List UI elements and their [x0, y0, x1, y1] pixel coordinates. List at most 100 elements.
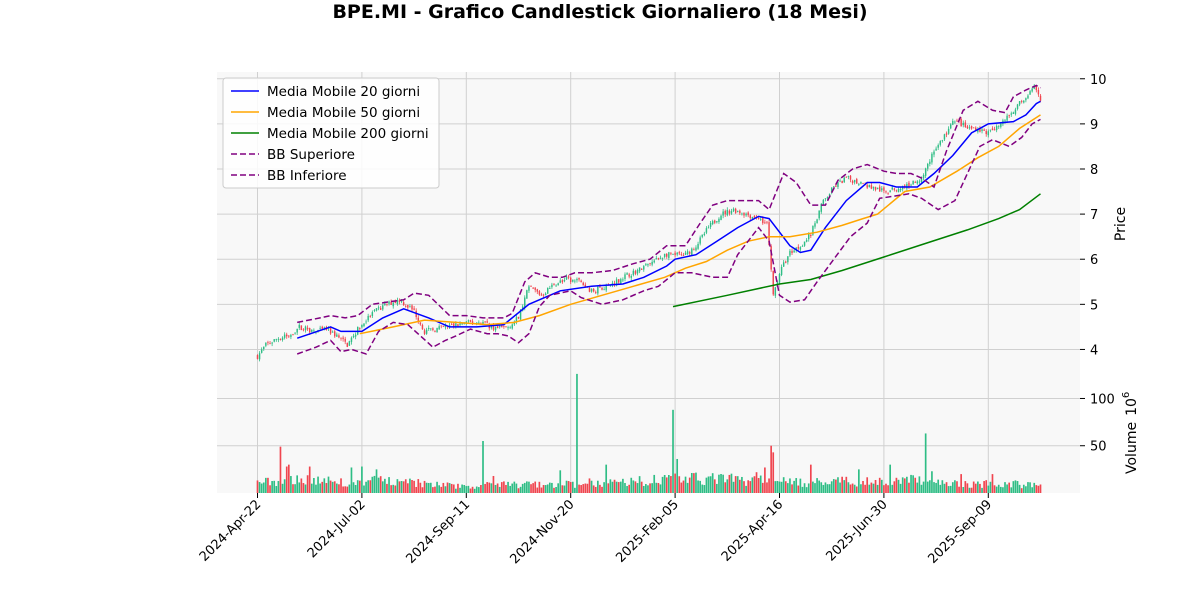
- candle-body: [1031, 88, 1033, 92]
- candle-body: [536, 289, 539, 292]
- volume-bar: [764, 467, 766, 493]
- volume-bar: [331, 481, 334, 493]
- volume-bar: [929, 480, 931, 493]
- candle-body: [1039, 95, 1042, 101]
- volume-bar: [663, 474, 666, 493]
- volume-axis-label: Volume 106: [1121, 392, 1140, 474]
- volume-bar: [970, 487, 973, 493]
- candle-body: [655, 258, 658, 260]
- volume-bar: [538, 481, 541, 493]
- volume-bar: [709, 476, 712, 493]
- volume-bar: [743, 481, 745, 493]
- candle-body: [927, 163, 929, 169]
- candle-body: [897, 188, 900, 193]
- volume-bar: [824, 482, 827, 493]
- volume-bar: [419, 482, 422, 493]
- volume-bar: [782, 477, 785, 493]
- volume-bar: [256, 480, 259, 493]
- candle-body: [373, 310, 376, 311]
- candle-body: [887, 192, 889, 194]
- volume-bar: [684, 476, 687, 493]
- candle-body: [1018, 101, 1021, 105]
- volume-bar: [613, 479, 616, 493]
- volume-bar: [427, 482, 430, 493]
- candle-body: [260, 349, 263, 353]
- volume-bar: [574, 487, 576, 493]
- volume-bar: [665, 477, 668, 493]
- candle-body: [1035, 85, 1038, 91]
- candle-body: [666, 253, 668, 257]
- volume-bar: [849, 484, 852, 493]
- volume-bar: [356, 480, 359, 493]
- volume-bar: [910, 474, 912, 493]
- candle-body: [588, 288, 591, 292]
- candle-body: [714, 220, 716, 223]
- candle-body: [866, 185, 868, 188]
- candle-body: [745, 213, 747, 216]
- volume-bar: [870, 482, 873, 493]
- volume-bar: [926, 481, 929, 493]
- candle-body: [503, 326, 505, 327]
- candle-body: [273, 339, 275, 342]
- volume-bar: [496, 483, 499, 493]
- volume-bar: [486, 482, 489, 493]
- volume-bar: [455, 488, 457, 493]
- candle-body: [265, 342, 267, 346]
- candle-body: [981, 129, 983, 132]
- volume-bar: [1025, 486, 1027, 493]
- candle-body: [455, 323, 457, 327]
- candle-body: [808, 234, 810, 240]
- volume-bar: [584, 483, 587, 493]
- volume-bar: [906, 476, 908, 493]
- volume-bar: [638, 476, 641, 493]
- indicator-lines: [296, 84, 1041, 355]
- candle-body: [313, 330, 315, 332]
- volume-bar: [803, 483, 806, 493]
- price-tick-label: 5: [1090, 298, 1098, 313]
- candle-body: [718, 218, 720, 222]
- candle-body: [551, 284, 553, 288]
- candle-body: [626, 273, 628, 275]
- volume-bar: [260, 483, 263, 493]
- candle-body: [678, 252, 681, 254]
- volume-bar: [484, 483, 486, 493]
- legend-label-4: BB Inferiore: [267, 168, 347, 184]
- candle-body: [557, 283, 559, 286]
- volume-bar: [500, 482, 503, 493]
- candle-body: [279, 339, 282, 340]
- candle-body: [461, 323, 463, 325]
- candle-body: [987, 131, 990, 136]
- volume-bar: [407, 483, 409, 493]
- volume-bar: [287, 464, 290, 493]
- volume-bar: [262, 482, 265, 493]
- volume-bar: [275, 486, 278, 493]
- candle-body: [697, 243, 699, 249]
- candle-body: [728, 210, 731, 214]
- candle-body: [960, 119, 962, 127]
- volume-bar: [619, 481, 622, 493]
- candle-body: [388, 301, 390, 304]
- candle-body: [578, 277, 580, 280]
- volume-bar: [544, 485, 547, 493]
- candle-body: [649, 262, 651, 264]
- volume-bar: [361, 466, 363, 493]
- volume-bar: [457, 483, 459, 493]
- candle-body: [258, 353, 261, 360]
- volume-bar: [820, 482, 823, 493]
- volume-bar: [780, 481, 783, 493]
- candle-body: [615, 279, 618, 286]
- volume-bar: [340, 478, 342, 493]
- volume-bar: [400, 481, 403, 493]
- volume-bar: [774, 481, 777, 493]
- candle-body: [434, 331, 436, 332]
- volume-bar: [601, 486, 603, 493]
- candle-body: [983, 129, 985, 131]
- volume-bar: [745, 485, 747, 493]
- candle-body: [672, 253, 674, 255]
- volume-bar: [532, 483, 534, 493]
- candle-body: [1010, 113, 1012, 115]
- volume-bar: [960, 474, 962, 493]
- volume-bars: [256, 373, 1042, 493]
- volume-bar: [899, 483, 902, 493]
- volume-bar: [465, 486, 468, 493]
